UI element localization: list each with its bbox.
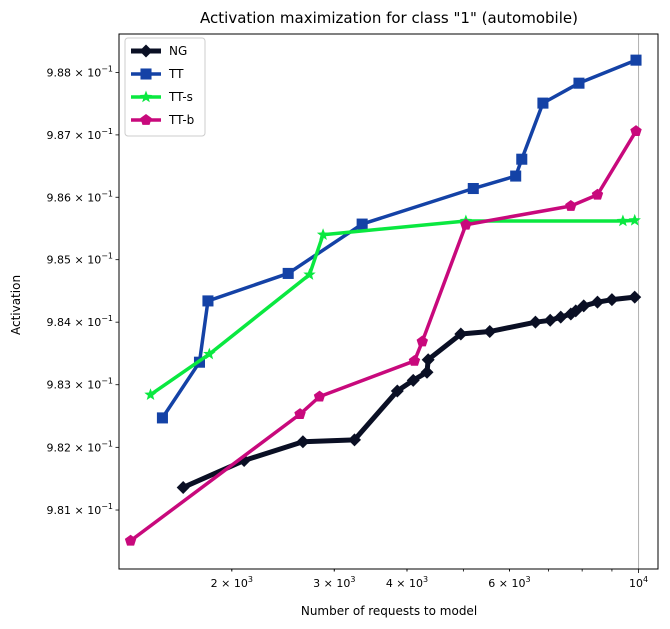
x-tick-label: 6 × 103 [488,575,530,590]
data-point-tt-b [630,125,642,137]
data-point-ng [590,295,604,309]
y-tick-label: 9.82 × 10−1​ [47,439,114,454]
x-tick-label: 104 [629,575,648,590]
legend-label-tt-s: TT-s [168,90,193,104]
legend-label-tt: TT [168,67,184,81]
data-point-ng [577,299,591,313]
x-tick-label: 2 × 103 [211,575,253,590]
legend-marker-ng [139,44,153,58]
legend-box [124,37,206,137]
y-tick-label: 9.85 × 10−1​ [47,252,114,267]
data-point-tt-b [565,199,577,211]
legend-marker-tt-b [140,114,152,125]
data-point-ng [347,433,361,447]
x-tick-label: 3 × 103 [313,575,355,590]
data-point-ng [543,313,557,327]
data-point-tt [510,170,522,182]
y-tick-label: 9.83 × 10−1​ [47,377,114,392]
data-point-tt [356,218,368,230]
data-point-tt [202,295,214,307]
data-point-ng [296,435,310,449]
data-point-tt-s [144,388,157,400]
data-point-tt-s [203,347,216,360]
y-tick-label: 9.86 × 10−1​ [47,189,114,204]
data-point-ng [554,310,568,324]
data-point-ng [483,325,497,339]
y-tick-label: 9.81 × 10−1​ [47,502,114,517]
legend-label-tt-b: TT-b [168,113,194,127]
y-tick-label: 9.84 × 10−1​ [47,314,114,329]
data-point-tt-b [294,408,306,419]
data-point-tt [537,97,549,109]
data-point-tt [282,267,294,279]
y-tick-label: 9.88 × 10−1​ [47,65,114,80]
legend-marker-tt [140,68,152,80]
data-point-ng [454,327,468,341]
series-tt [156,54,642,424]
data-point-tt [516,153,528,165]
data-point-tt-b [591,188,604,200]
data-point-tt-b [124,534,137,546]
data-point-ng [406,373,420,387]
axes-frame [118,33,659,570]
data-point-ng [390,384,404,398]
data-point-ng [528,315,542,329]
data-point-ng [605,293,619,307]
data-point-ng [628,290,642,304]
data-point-ng [176,480,190,494]
axes: 2 × 103 3 × 103 4 × 103 6 × 103 104 9.81 × 10… [47,33,659,590]
data-point-tt [573,77,585,89]
data-point-tt-s [303,268,316,280]
data-point-ng [421,353,435,367]
data-point-tt [630,54,642,66]
y-tick-label: 9.87 × 10−1​ [47,127,114,142]
legend-marker-tt-s [139,90,153,103]
data-point-tt-b [416,335,428,347]
series-tt-b [124,125,642,546]
data-point-tt-b [460,218,472,230]
legend: NG TT TT-s TT-b [124,37,206,137]
data-point-ng [420,365,434,379]
legend-label-ng: NG [169,44,187,58]
data-point-tt-s [616,214,630,227]
data-point-tt [467,182,479,195]
y-axis-label: Activation [9,275,23,335]
data-point-tt-b [408,354,421,366]
x-axis-label: Number of requests to model [301,604,477,618]
data-point-tt-b [313,390,326,402]
data-point-tt [156,412,168,424]
chart-title: Activation maximization for class "1" (a… [200,9,578,27]
plot-area [124,34,642,569]
series-ng [176,290,642,494]
x-tick-label: 4 × 103 [386,575,428,590]
data-point-tt-s [628,213,641,226]
data-point-tt-s [316,228,330,240]
